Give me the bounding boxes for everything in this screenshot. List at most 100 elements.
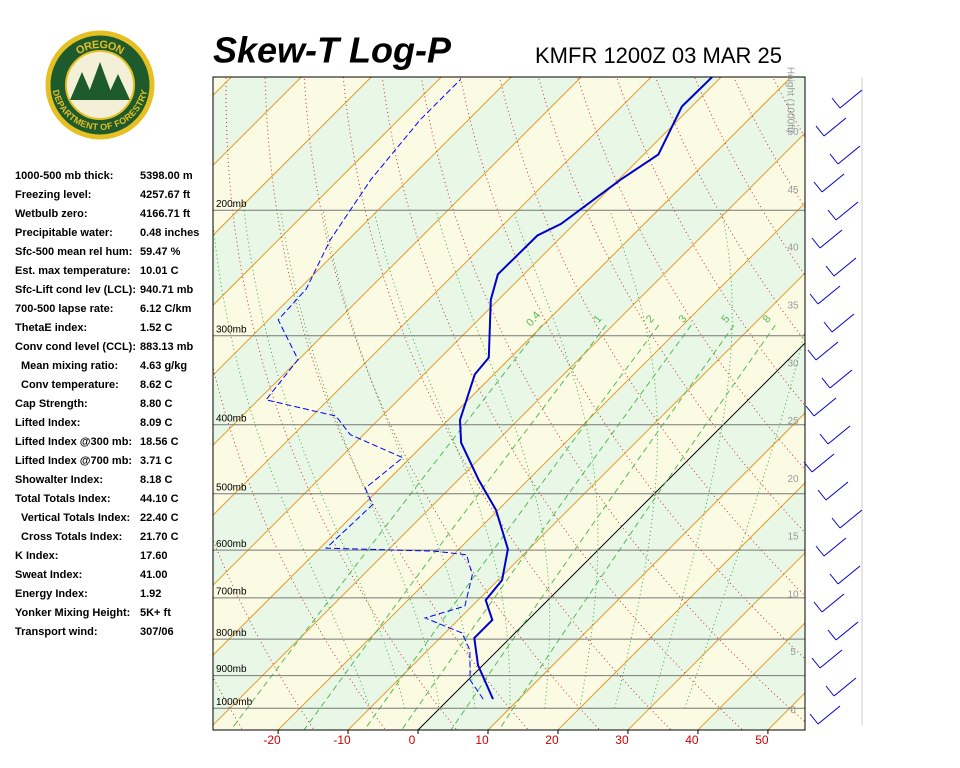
wind-barb: [815, 117, 847, 137]
y2-tick-label: 15: [787, 532, 799, 543]
wind-barb: [811, 649, 843, 669]
stat-value: 8.09 C: [140, 417, 172, 429]
dry-adiabat: [851, 77, 960, 732]
wind-barb: [813, 593, 845, 613]
moist-adiabat: [512, 210, 599, 709]
stat-label: Sfc-500 mean rel hum:: [15, 246, 132, 258]
x-tick-label: -10: [333, 733, 351, 747]
dry-adiabat: [303, 77, 601, 730]
wind-barb: [809, 705, 841, 725]
isotherm: [213, 132, 805, 726]
stat-value: 18.56 C: [140, 436, 179, 448]
wind-barb: [827, 621, 859, 641]
stat-label: 1000-500 mb thick:: [15, 170, 113, 182]
stat-value: 940.71 mb: [140, 284, 193, 296]
y2-tick-label: 25: [787, 416, 799, 427]
stat-value: 17.60: [140, 550, 168, 562]
isotherm: [627, 552, 805, 730]
stat-value: 4.63 g/kg: [140, 360, 187, 372]
isotherm: [347, 272, 805, 730]
logo-top: OREGON: [74, 39, 126, 58]
y2-tick-label: 10: [787, 589, 799, 600]
wind-barb: [817, 481, 849, 501]
stat-value: 8.18 C: [140, 474, 172, 486]
y-tick-label: 800mb: [216, 628, 247, 639]
stat-value: 59.47 %: [140, 246, 181, 258]
dry-adiabat: [213, 676, 244, 730]
y2-axis-label: Height (1000ft): [784, 67, 795, 133]
station: KMFR 1200Z 03 MAR 25: [535, 43, 782, 68]
stat-label: Sfc-Lift cond lev (LCL):: [15, 284, 136, 296]
stat-label: Conv cond level (CCL):: [15, 341, 136, 353]
logo: OREGON DEPARTMENT OF FORESTRY: [45, 30, 155, 140]
stat-value: 8.62 C: [140, 379, 172, 391]
stat-value: 10.01 C: [140, 265, 179, 277]
moist-adiabat: [435, 210, 551, 709]
wind-barb: [809, 285, 841, 305]
wind-barb: [803, 453, 835, 473]
band: [838, 77, 960, 730]
stat-value: 883.13 mb: [140, 341, 193, 353]
x-tick-label: -20: [263, 733, 281, 747]
stat-value: 4257.67 ft: [140, 189, 190, 201]
x-tick-label: 30: [615, 733, 629, 747]
band: [213, 77, 805, 726]
stat-value: 1.92: [140, 588, 161, 600]
y2-tick-label: 35: [787, 300, 799, 311]
y-tick-label: 200mb: [216, 199, 247, 210]
stat-label: Conv temperature:: [21, 379, 119, 391]
isotherm: [557, 482, 805, 730]
y-tick-label: 600mb: [216, 539, 247, 550]
moist-adiabat: [213, 217, 371, 709]
stat-label: Total Totals Index:: [15, 493, 111, 505]
wind-barb: [821, 369, 853, 389]
dry-adiabat: [342, 77, 672, 730]
stat-value: 0.48 inches: [140, 227, 199, 239]
stat-label: Yonker Mixing Height:: [15, 607, 130, 619]
wind-barb: [831, 89, 863, 109]
wind-barb: [829, 145, 861, 165]
stat-value: 5K+ ft: [140, 607, 171, 619]
stat-value: 44.10 C: [140, 493, 179, 505]
isotherm: [417, 342, 805, 730]
y2-tick-label: 5: [790, 647, 796, 658]
dry-adiabat: [420, 77, 805, 723]
isotherm: [277, 202, 805, 730]
isotherm: [213, 77, 372, 236]
wind-barb: [819, 425, 851, 445]
wind-barb: [829, 565, 861, 585]
stat-label: 700-500 lapse rate:: [15, 303, 113, 315]
mixing-ratio-line: [450, 324, 735, 730]
stat-label: Precipitable water:: [15, 227, 113, 239]
x-tick-label: 20: [545, 733, 559, 747]
stat-label: Wetbulb zero:: [15, 208, 88, 220]
plot-area: [213, 77, 960, 732]
y-tick-label: 900mb: [216, 664, 247, 675]
isotherm: [213, 77, 442, 306]
moist-adiabat: [373, 210, 511, 709]
x-tick-label: 50: [755, 733, 769, 747]
stat-value: 8.80 C: [140, 398, 172, 410]
stat-label: Lifted Index @700 mb:: [15, 455, 132, 467]
wind-barb: [811, 229, 843, 249]
wind-barb: [831, 509, 863, 529]
wind-barb: [807, 341, 839, 361]
isotherm: [213, 77, 512, 376]
stat-label: Cross Totals Index:: [21, 531, 122, 543]
dry-adiabat: [381, 77, 744, 730]
y2-tick-label: 40: [787, 243, 799, 254]
band: [213, 133, 805, 730]
y-tick-label: 400mb: [216, 413, 247, 424]
mixing-ratio-line: [498, 324, 776, 730]
logo-trees: [70, 62, 130, 100]
stat-label: Est. max temperature:: [15, 265, 131, 277]
stat-label: Mean mixing ratio:: [21, 360, 118, 372]
y2-tick-label: 0: [790, 705, 796, 716]
wind-barb: [805, 397, 837, 417]
wind-barb: [815, 537, 847, 557]
y-tick-label: 300mb: [216, 324, 247, 335]
stat-value: 41.00: [140, 569, 168, 581]
isotherm: [213, 77, 582, 446]
